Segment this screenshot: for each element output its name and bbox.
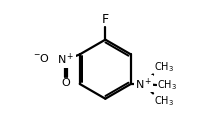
Text: CH$_3$: CH$_3$: [157, 78, 177, 92]
Text: N$^+$: N$^+$: [57, 52, 75, 67]
Text: F: F: [102, 13, 109, 26]
Text: CH$_3$: CH$_3$: [154, 60, 174, 74]
Text: N$^+$: N$^+$: [135, 76, 152, 92]
Text: $^{-}$O: $^{-}$O: [33, 52, 50, 64]
Text: CH$_3$: CH$_3$: [154, 94, 174, 108]
Text: O: O: [62, 78, 70, 88]
